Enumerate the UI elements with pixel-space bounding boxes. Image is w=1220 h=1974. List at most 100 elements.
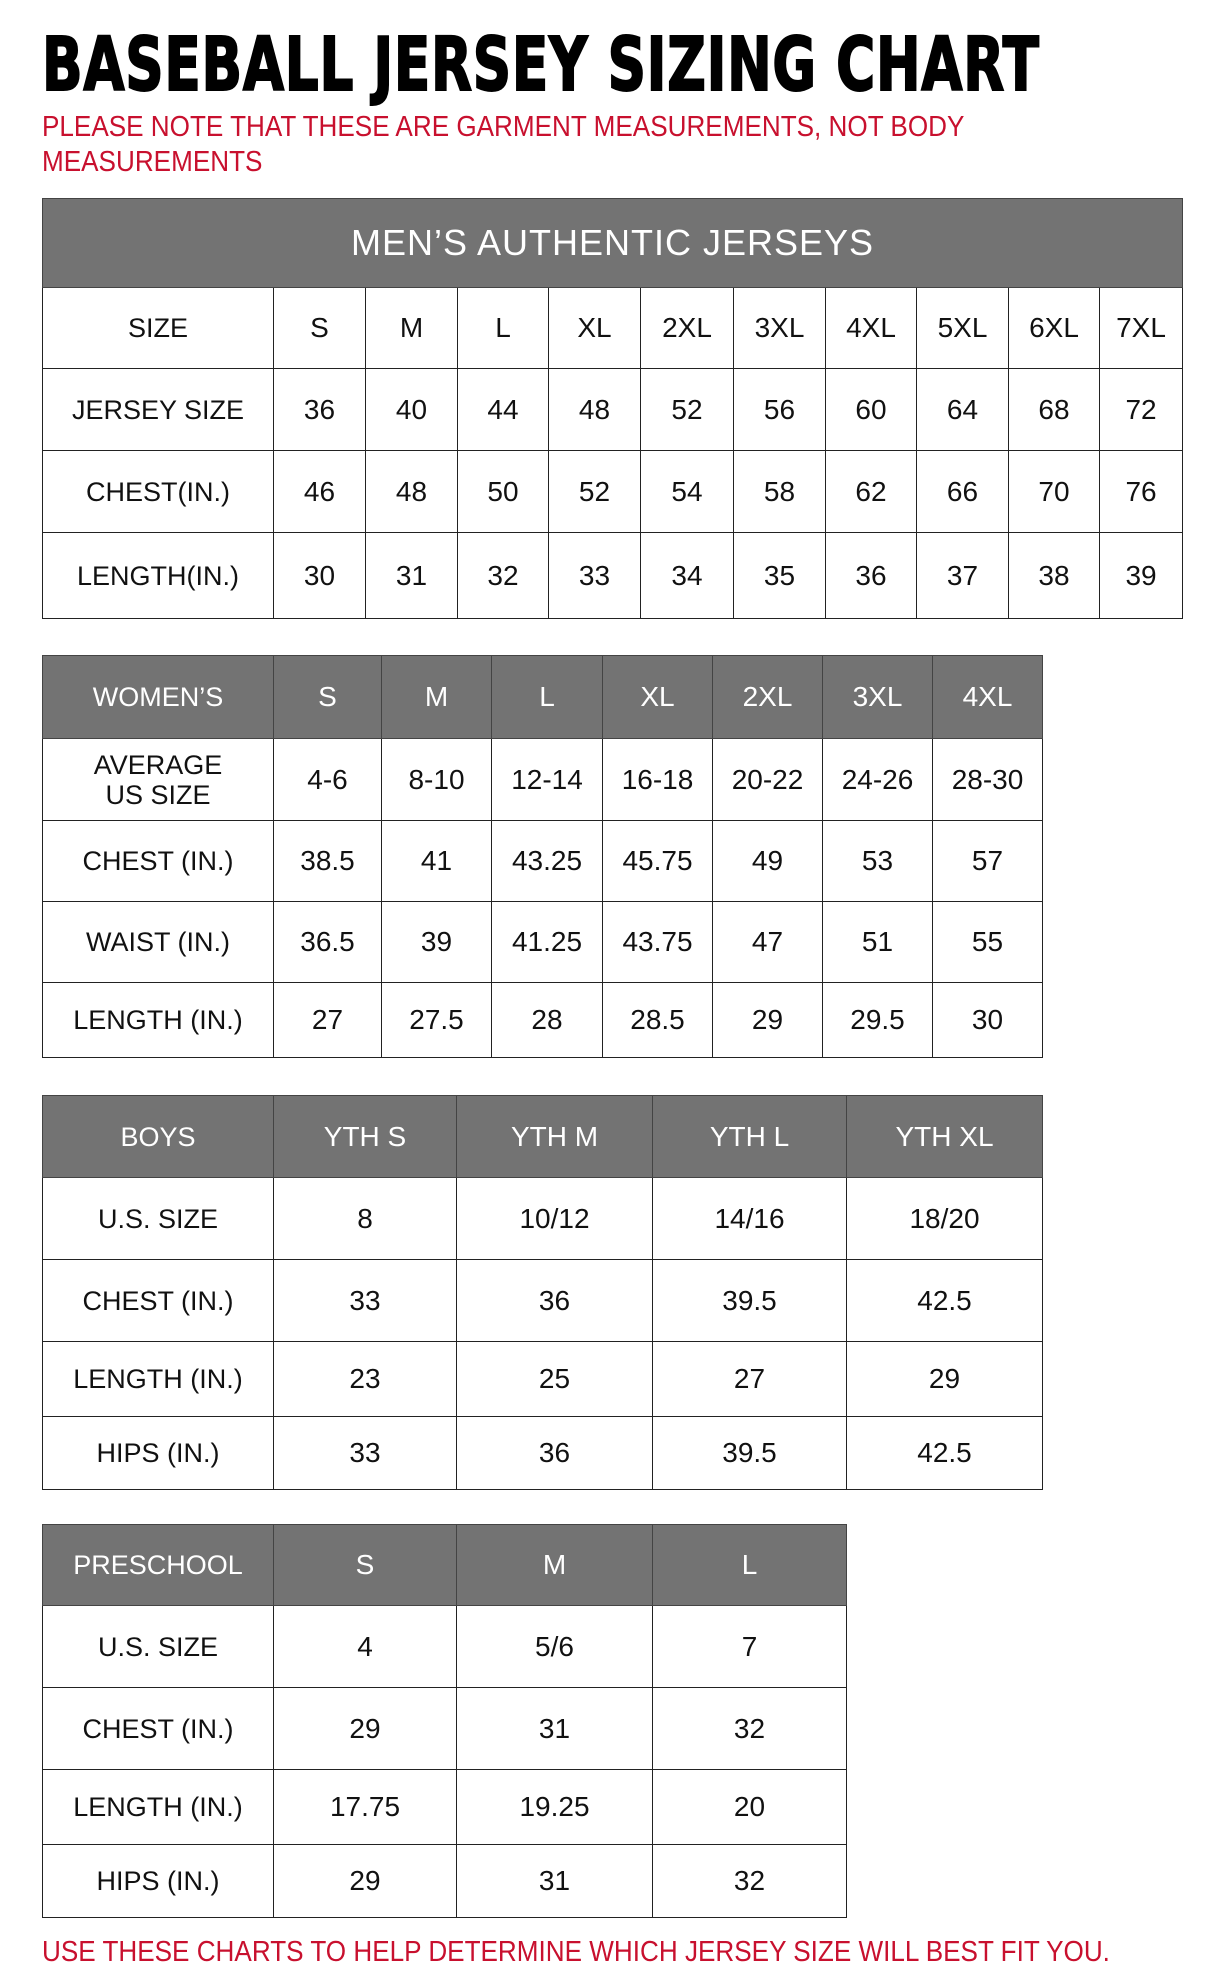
measurement-cell: 43.25 — [491, 820, 603, 902]
table-row: CHEST(IN.) 46 48 50 52 54 58 62 66 70 76 — [42, 450, 1184, 533]
table-row: LENGTH(IN.) 30 31 32 33 34 35 36 37 38 39 — [42, 532, 1184, 619]
header-row: SIZE S M L XL 2XL 3XL 4XL 5XL 6XL 7XL — [42, 287, 1184, 369]
row-label: HIPS (IN.) — [42, 1416, 274, 1490]
row-label: U.S. SIZE — [42, 1177, 274, 1260]
header-label: WOMEN’S — [42, 655, 274, 739]
size-column-header: 3XL — [822, 655, 933, 739]
measurement-cell: 7 — [652, 1605, 847, 1688]
size-column-header: 7XL — [1098, 287, 1184, 369]
garment-measurement-note: PLEASE NOTE THAT THESE ARE GARMENT MEASU… — [42, 111, 964, 178]
measurement-cell: 8 — [273, 1177, 457, 1260]
table-row: CHEST (IN.) 29 31 32 — [42, 1687, 847, 1770]
measurement-cell: 27 — [652, 1341, 847, 1417]
measurement-cell: 40 — [365, 368, 458, 451]
measurement-cell: 29 — [846, 1341, 1043, 1417]
measurement-cell: 38.5 — [273, 820, 382, 902]
measurement-cell: 32 — [652, 1687, 847, 1770]
measurement-cell: 10/12 — [456, 1177, 653, 1260]
row-label: WAIST (IN.) — [42, 901, 274, 983]
measurement-cell: 36.5 — [273, 901, 382, 983]
measurement-cell: 31 — [456, 1844, 653, 1918]
measurement-cell: 33 — [273, 1416, 457, 1490]
table-row: CHEST (IN.) 33 36 39.5 42.5 — [42, 1259, 1043, 1342]
measurement-cell: 51 — [822, 901, 933, 983]
measurement-cell: 45.75 — [602, 820, 713, 902]
size-column-header: L — [652, 1524, 847, 1606]
measurement-cell: 4 — [273, 1605, 457, 1688]
measurement-cell: 31 — [365, 532, 458, 619]
measurement-cell: 52 — [640, 368, 734, 451]
measurement-cell: 58 — [733, 450, 826, 533]
measurement-cell: 29 — [273, 1844, 457, 1918]
measurement-cell: 33 — [273, 1259, 457, 1342]
measurement-cell: 41 — [381, 820, 492, 902]
measurement-cell: 42.5 — [846, 1259, 1043, 1342]
measurement-cell: 56 — [733, 368, 826, 451]
size-column-header: L — [457, 287, 549, 369]
size-column-header: S — [273, 287, 366, 369]
measurement-cell: 76 — [1098, 450, 1184, 533]
measurement-cell: 31 — [456, 1687, 653, 1770]
header-row: WOMEN’S S M L XL 2XL 3XL 4XL — [42, 655, 1043, 739]
measurement-cell: 39 — [1098, 532, 1184, 619]
table-row: HIPS (IN.) 29 31 32 — [42, 1844, 847, 1918]
size-column-header: 6XL — [1008, 287, 1100, 369]
measurement-cell: 28-30 — [932, 738, 1043, 821]
measurement-cell: 72 — [1098, 368, 1184, 451]
size-column-header: XL — [602, 655, 713, 739]
size-column-header: S — [273, 655, 382, 739]
size-column-header: XL — [548, 287, 641, 369]
size-column-header: M — [381, 655, 492, 739]
measurement-cell: 28.5 — [602, 982, 713, 1058]
measurement-cell: 34 — [640, 532, 734, 619]
row-label: LENGTH (IN.) — [42, 982, 274, 1058]
header-label: BOYS — [42, 1095, 274, 1178]
measurement-cell: 27.5 — [381, 982, 492, 1058]
measurement-cell: 55 — [932, 901, 1043, 983]
row-label: LENGTH (IN.) — [42, 1769, 274, 1845]
measurement-cell: 5/6 — [456, 1605, 653, 1688]
measurement-cell: 37 — [916, 532, 1009, 619]
size-column-header: 2XL — [640, 287, 734, 369]
table-row: AVERAGE US SIZE 4-6 8-10 12-14 16-18 20-22 24-… — [42, 738, 1043, 821]
measurement-cell: 60 — [825, 368, 917, 451]
measurement-cell: 68 — [1008, 368, 1100, 451]
measurement-cell: 39.5 — [652, 1259, 847, 1342]
measurement-cell: 52 — [548, 450, 641, 533]
table-row: U.S. SIZE 8 10/12 14/16 18/20 — [42, 1177, 1043, 1260]
row-label: LENGTH(IN.) — [42, 532, 274, 619]
measurement-cell: 39 — [381, 901, 492, 983]
size-column-header: 4XL — [825, 287, 917, 369]
size-column-header: 2XL — [712, 655, 823, 739]
measurement-cell: 19.25 — [456, 1769, 653, 1845]
table-row: WAIST (IN.) 36.5 39 41.25 43.75 47 51 55 — [42, 901, 1043, 983]
size-column-header: L — [491, 655, 603, 739]
measurement-cell: 29.5 — [822, 982, 933, 1058]
measurement-cell: 29 — [273, 1687, 457, 1770]
row-label: U.S. SIZE — [42, 1605, 274, 1688]
measurement-cell: 18/20 — [846, 1177, 1043, 1260]
measurement-cell: 35 — [733, 532, 826, 619]
row-label: HIPS (IN.) — [42, 1844, 274, 1918]
row-label: CHEST(IN.) — [42, 450, 274, 533]
row-label: CHEST (IN.) — [42, 1259, 274, 1342]
measurement-cell: 8-10 — [381, 738, 492, 821]
size-column-header: YTH L — [652, 1095, 847, 1178]
measurement-cell: 16-18 — [602, 738, 713, 821]
measurement-cell: 30 — [932, 982, 1043, 1058]
mens-authentic-size-table: MEN’S AUTHENTIC JERSEYS SIZE S M L XL 2XL 3XL 4X… — [41, 198, 1184, 619]
size-column-header: 4XL — [932, 655, 1043, 739]
measurement-cell: 36 — [456, 1416, 653, 1490]
measurement-cell: 23 — [273, 1341, 457, 1417]
table-row: JERSEY SIZE 36 40 44 48 52 56 60 64 68 72 — [42, 368, 1184, 451]
table-row: LENGTH (IN.) 17.75 19.25 20 — [42, 1769, 847, 1845]
measurement-cell: 24-26 — [822, 738, 933, 821]
row-label: CHEST (IN.) — [42, 1687, 274, 1770]
measurement-cell: 4-6 — [273, 738, 382, 821]
header-label: PRESCHOOL — [42, 1524, 274, 1606]
measurement-cell: 29 — [712, 982, 823, 1058]
preschool-size-table: PRESCHOOL S M L U.S. SIZE 4 5/6 7 CHEST (IN.) 29 3… — [42, 1524, 847, 1918]
table-row: LENGTH (IN.) 27 27.5 28 28.5 29 29.5 30 — [42, 982, 1043, 1058]
row-label: LENGTH (IN.) — [42, 1341, 274, 1417]
measurement-cell: 57 — [932, 820, 1043, 902]
